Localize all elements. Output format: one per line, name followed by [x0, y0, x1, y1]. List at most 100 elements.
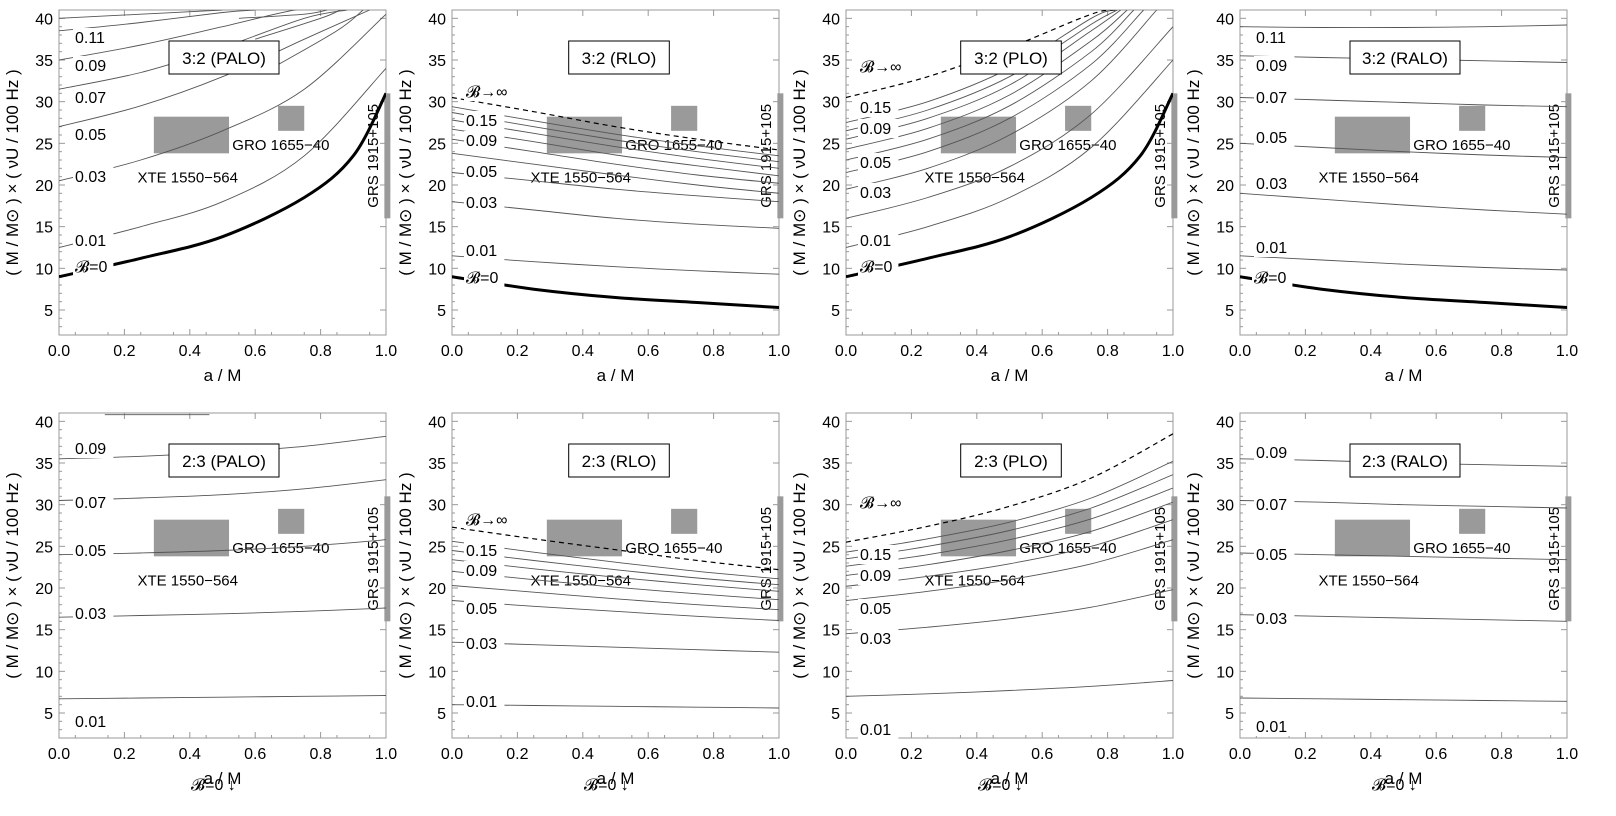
curve-label-bg — [464, 241, 505, 260]
panel-bottom-4: 0.0 0.2 0.4 0.6 0.8 1.0 5 10 15 20 25 30 35 40 a / M ( … — [1184, 412, 1578, 794]
curve-label: 0.09 — [860, 568, 891, 585]
source-box — [1334, 519, 1411, 557]
series-line-zero — [846, 92, 1173, 279]
x-tick-label: 0.6 — [637, 343, 659, 360]
series-line — [452, 112, 779, 163]
curve-label: 0.03 — [75, 169, 106, 186]
x-axis-label: a / M — [1385, 366, 1423, 385]
y-tick-label: 20 — [35, 178, 53, 195]
curve-label: 0.01 — [1256, 719, 1287, 736]
y-tick-label: 40 — [428, 414, 446, 431]
x-tick-label: 0.6 — [1425, 746, 1447, 763]
y-tick-label: 10 — [1216, 664, 1234, 681]
x-tick-label: 0.0 — [48, 343, 70, 360]
series-line — [1240, 614, 1567, 622]
y-tick-label: 5 — [831, 303, 840, 320]
curve-label-bg — [1254, 88, 1295, 107]
series-line — [846, 487, 1173, 567]
x-tick-label: 0.8 — [702, 746, 724, 763]
panel-top-3: 0.0 0.2 0.4 0.6 0.8 1.0 5 10 15 20 25 30 35 40 a / M ( … — [790, 9, 1184, 385]
y-tick-label: 30 — [1216, 95, 1234, 112]
series-line — [452, 550, 779, 586]
source-box — [153, 519, 230, 557]
curve-label-bg — [464, 634, 505, 653]
source-label-grs: GRS 1915+105 — [1152, 507, 1169, 611]
y-tick-label: 15 — [822, 220, 840, 237]
source-label-gro: GRO 1655−40 — [1019, 137, 1116, 154]
series-line — [452, 128, 779, 177]
curve-label-bg — [858, 545, 899, 564]
series-line-zero — [59, 92, 386, 279]
y-tick-label: 20 — [35, 581, 53, 598]
x-tick-label: 0.0 — [1229, 343, 1251, 360]
curve-label: 0.09 — [75, 441, 106, 458]
series-line — [452, 570, 779, 601]
y-axis-label: ( M / M⊙ ) × ( νU / 100 Hz ) — [790, 472, 809, 678]
curve-label-bg — [73, 56, 114, 75]
curve-label: 𝓑=0 — [1254, 270, 1286, 287]
curve-label: 0.03 — [466, 636, 497, 653]
curve-label-bg — [858, 493, 899, 512]
y-tick-label: 30 — [428, 95, 446, 112]
y-tick-label: 10 — [822, 664, 840, 681]
curve-label: 0.15 — [860, 100, 891, 117]
curve-label-bg — [73, 231, 114, 250]
panel-title: 2:3 (RLO) — [582, 452, 657, 471]
x-tick-label: 0.4 — [1360, 746, 1382, 763]
source-label-xte: XTE 1550−564 — [1318, 170, 1419, 187]
curve-label: 0.09 — [1256, 58, 1287, 75]
series-line — [452, 600, 779, 621]
panel-title-box — [960, 40, 1062, 75]
panel-title-box — [568, 443, 670, 478]
x-tick-label: 1.0 — [1162, 343, 1184, 360]
x-tick-label: 0.6 — [637, 746, 659, 763]
curve-label-bg — [73, 541, 114, 560]
source-box — [777, 496, 784, 622]
curve-label: 0.11 — [75, 30, 105, 47]
panel-title: 3:2 (RALO) — [1362, 49, 1448, 68]
curve-label: 0.03 — [1256, 611, 1287, 628]
source-box — [1334, 116, 1411, 154]
source-box — [278, 508, 305, 534]
x-tick-label: 0.0 — [441, 746, 463, 763]
y-tick-label: 40 — [1216, 414, 1234, 431]
curve-label-bg — [858, 119, 899, 138]
panel-top-1: 0.0 0.2 0.4 0.6 0.8 1.0 5 10 15 20 25 30 35 40 a / M ( … — [3, 9, 397, 385]
y-tick-label: 5 — [437, 706, 446, 723]
series-line — [59, 13, 386, 182]
x-tick-label: 1.0 — [375, 746, 397, 763]
curve-label: 𝓑→∞ — [466, 512, 508, 529]
y-tick-label: 40 — [822, 11, 840, 28]
x-axis-label: a / M — [991, 769, 1029, 788]
curve-label: 𝓑=0 — [75, 259, 107, 276]
x-axis-label: a / M — [597, 366, 635, 385]
series-line — [846, 10, 1118, 132]
curve-label-bg — [858, 57, 899, 76]
curve-label-bg — [858, 599, 899, 618]
x-tick-label: 0.8 — [309, 746, 331, 763]
series-line — [846, 59, 1173, 248]
series-line — [452, 106, 779, 157]
series-line-infinity — [846, 433, 1173, 543]
curves — [1240, 24, 1567, 309]
source-label-xte: XTE 1550−564 — [530, 170, 631, 187]
series-line — [1240, 255, 1567, 271]
series-line — [846, 460, 1173, 553]
series-line — [452, 138, 779, 184]
source-box — [1065, 105, 1092, 131]
curve-label-bg — [73, 712, 114, 731]
y-axis-label: ( M / M⊙ ) × ( νU / 100 Hz ) — [3, 69, 22, 275]
y-tick-label: 15 — [1216, 623, 1234, 640]
panel-title: 2:3 (RALO) — [1362, 452, 1448, 471]
x-axis-label: a / M — [597, 769, 635, 788]
curve-label-bg — [464, 82, 505, 101]
y-tick-label: 35 — [35, 53, 53, 70]
y-tick-label: 25 — [428, 539, 446, 556]
curve-label-bg — [1254, 238, 1295, 257]
source-box — [1065, 508, 1092, 534]
panel-title: 2:3 (PALO) — [182, 452, 266, 471]
curve-label-bg — [464, 131, 505, 150]
curve-label: 0.09 — [1256, 445, 1287, 462]
curve-label-bg — [858, 98, 899, 117]
series-line — [452, 201, 779, 229]
